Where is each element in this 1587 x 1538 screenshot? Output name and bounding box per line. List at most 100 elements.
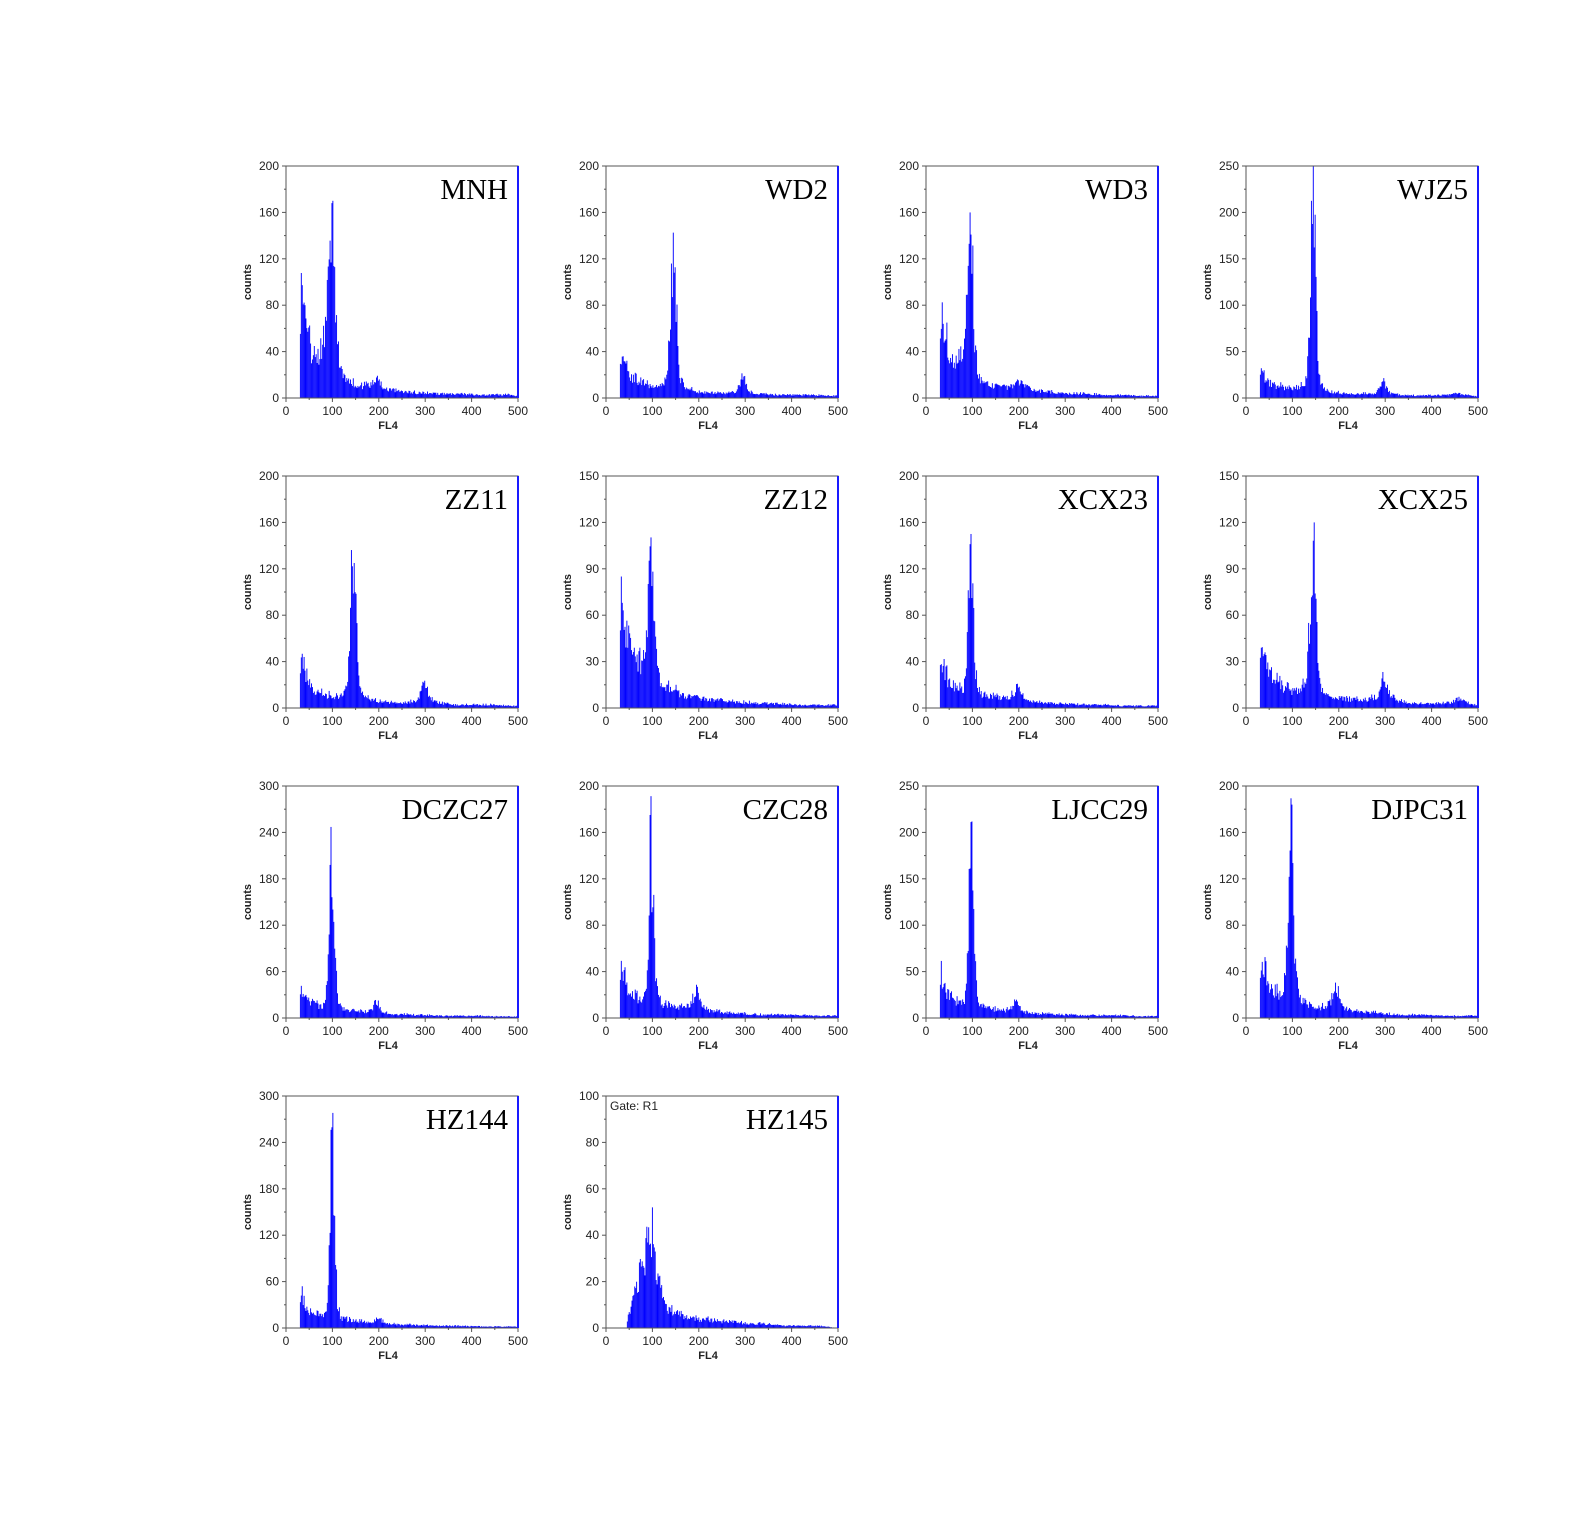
histogram-bar [1048, 1012, 1050, 1018]
histogram-bar [473, 1015, 475, 1018]
histogram-bar [687, 1319, 689, 1328]
histogram-bar [981, 1007, 983, 1018]
histogram-bar [389, 388, 391, 398]
histogram-bar [799, 394, 801, 398]
histogram-bar [402, 702, 404, 708]
histogram-bar [382, 701, 384, 708]
histogram-bar [316, 362, 318, 398]
histogram-bar [300, 985, 302, 1018]
histogram-bar [698, 390, 700, 398]
histogram-bar [1027, 384, 1029, 398]
histogram-bar [442, 1325, 444, 1328]
histogram-bar [1049, 703, 1051, 708]
histogram-bar [440, 1326, 441, 1328]
histogram-bar [775, 702, 777, 708]
histogram-bar [1026, 1010, 1028, 1018]
histogram-bar [343, 690, 345, 708]
histogram-bar [815, 395, 817, 398]
histogram-bar [344, 689, 346, 708]
histogram-bar [825, 1016, 827, 1018]
histogram-bar [995, 383, 997, 398]
histogram-bar [966, 294, 968, 398]
histogram-bar [1317, 662, 1319, 708]
histogram-bar [789, 1325, 791, 1328]
histogram-bar [788, 1015, 790, 1018]
histogram-bar [461, 392, 463, 398]
histogram-bar [1298, 997, 1300, 1018]
histogram-bar [820, 394, 822, 398]
histogram-bar [799, 704, 800, 708]
histogram-bar [1434, 394, 1436, 398]
histogram-bar [1394, 393, 1396, 398]
histogram-bar [754, 703, 756, 708]
histogram-bar [1110, 395, 1112, 398]
histogram-bar [495, 1326, 497, 1328]
histogram-bar [481, 705, 483, 708]
histogram-bar [1464, 1015, 1466, 1018]
histogram-bar [1079, 393, 1081, 398]
histogram-bar [732, 1322, 734, 1328]
histogram-bar [803, 395, 805, 398]
histogram-bar [941, 302, 943, 398]
histogram-bar [656, 384, 658, 398]
histogram-bar [760, 1324, 762, 1328]
histogram-bar [757, 702, 759, 708]
histogram-bar [425, 393, 427, 398]
histogram-bar [378, 1318, 380, 1328]
histogram-bar [313, 691, 315, 708]
histogram-bar [1468, 1015, 1470, 1018]
histogram-bar [636, 990, 638, 1018]
histogram-bar [414, 1015, 416, 1018]
histogram-bar [1370, 1013, 1372, 1018]
histogram-bar [708, 1320, 710, 1328]
histogram-bar [1326, 388, 1328, 398]
histogram-bar [1115, 1014, 1117, 1018]
histogram-bar [1279, 990, 1281, 1018]
histogram-bar [1041, 389, 1042, 398]
histogram-bar [510, 1016, 512, 1018]
histogram-bar [349, 383, 351, 398]
histogram-bar [1117, 394, 1119, 398]
histogram-bar [414, 390, 415, 398]
histogram-bar [512, 395, 514, 398]
histogram-bar [473, 1326, 475, 1328]
histogram-bar [479, 1326, 481, 1328]
histogram-bar [648, 915, 650, 1018]
x-tick-label: 0 [603, 404, 610, 418]
histogram-bar [627, 995, 629, 1018]
histogram-bar [399, 1324, 401, 1328]
histogram-bar [801, 395, 803, 398]
panel-title: WJZ5 [1397, 174, 1468, 206]
histogram-bar [1431, 395, 1433, 398]
histogram-bar [428, 695, 430, 708]
histogram-bar [1127, 1015, 1129, 1018]
x-tick-label: 100 [1282, 404, 1302, 418]
histogram-bar [633, 382, 635, 398]
histogram-bar [299, 1302, 301, 1328]
histogram-bar [946, 322, 948, 398]
histogram-bar [638, 1000, 640, 1018]
histogram-bar [801, 705, 803, 708]
histogram-bar [408, 1324, 410, 1328]
histogram-bar [1059, 392, 1061, 398]
histogram-panel-czc28: 0 40 80 120 160 200 0 100 200 300 400 500 FL4 counts C… [562, 770, 863, 1070]
histogram-bar [834, 1015, 836, 1018]
histogram-bar [985, 1006, 987, 1018]
histogram-bar [361, 1319, 363, 1328]
histogram-bar [470, 1015, 472, 1018]
histogram-bar [367, 382, 369, 398]
histogram-bar [650, 1243, 652, 1328]
histogram-bar [373, 384, 375, 398]
histogram-bar [1023, 698, 1025, 708]
histogram-bar [745, 384, 747, 398]
histogram-bar [1005, 699, 1007, 708]
histogram-bar [809, 705, 811, 708]
histogram-bar [637, 671, 639, 708]
histogram-bar [414, 1325, 416, 1328]
histogram-bar [1138, 1016, 1140, 1018]
histogram-bar [812, 395, 813, 398]
histogram-bar [430, 393, 432, 398]
histogram-bar [798, 705, 800, 708]
histogram-bar [738, 1014, 740, 1018]
